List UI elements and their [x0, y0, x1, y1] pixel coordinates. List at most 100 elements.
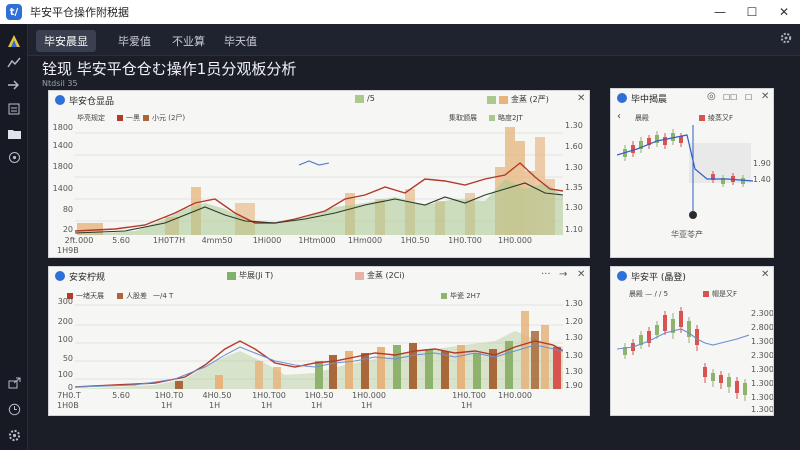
folder-icon[interactable] — [4, 124, 24, 142]
panel-close-icon[interactable]: ✕ — [577, 269, 586, 280]
x-tick-label: 2ft.000 — [64, 236, 94, 245]
panel-badge-icon — [617, 271, 627, 281]
y-right-tick-label: 2.800 — [751, 323, 774, 332]
y-tick-label: 1800 — [52, 123, 73, 132]
series-label: 一绪天展 — [67, 291, 104, 301]
price-chart-panel: 毕安仓显品 /5 金蒸 (2严) ✕ 毕亮规定 一黑 小元 (2尸) 集取颁展 … — [48, 90, 590, 258]
export-icon[interactable] — [4, 76, 24, 94]
y-tick-label: 100 — [57, 370, 73, 379]
x-tick-label: 1H0.000 — [351, 391, 386, 400]
layout-icon[interactable]: ☐☐ — [723, 93, 738, 102]
legend-item[interactable]: 金蒸 (2严) — [487, 94, 549, 105]
x-tick-label: 1H0.T00 — [452, 391, 486, 400]
panel-header: 毕安仓显品 — [49, 91, 589, 109]
page-subtitle: Ntdsil 35 — [42, 79, 78, 88]
y-tick-label: 100 — [57, 335, 73, 344]
x-tick-label: 1H0.T00 — [448, 236, 482, 245]
y-right-tick-label: 1.30 — [565, 203, 583, 212]
x-tick-label: 7H0.T — [57, 391, 81, 400]
target-icon[interactable]: ◎ — [707, 91, 716, 102]
legend-item[interactable]: 绫蒸又F — [699, 113, 733, 123]
app-logo-icon: t/ — [6, 4, 22, 20]
volume-chart[interactable] — [75, 301, 563, 391]
panel-title: 毕中揭晨 — [631, 94, 668, 105]
y-right-tick-label: 1.90 — [565, 381, 583, 390]
window-icon[interactable]: ☐ — [745, 93, 753, 102]
detail-chart[interactable] — [617, 125, 753, 221]
trend-icon[interactable] — [4, 54, 24, 72]
settings-icon[interactable] — [4, 426, 24, 444]
window-title: 毕安平仓操作附税据 — [30, 6, 129, 19]
y-right-tick-label: 1.300 — [751, 337, 774, 346]
legend-item[interactable]: /5 — [355, 94, 375, 103]
x-sub-label: 1H — [209, 401, 221, 410]
more-options-icon[interactable]: ··· — [541, 269, 551, 280]
close-button[interactable]: ✕ — [778, 5, 790, 19]
y-right-tick-label: 1.10 — [565, 225, 583, 234]
x-tick-label: 1H0.50 — [400, 236, 430, 245]
y-right-tick-label: 1.300 — [751, 379, 774, 388]
legend-item[interactable]: 帽是又F — [703, 289, 737, 299]
gear-icon[interactable] — [780, 32, 792, 47]
volume-chart-panel: 安安柠规 毕展(Ji T) 金蒸 (2Ci) ··· → ✕ 一绪天展 人股差 … — [48, 266, 590, 416]
list-icon[interactable] — [4, 100, 24, 118]
left-icon-rail — [0, 24, 28, 450]
x-sub-label: 1H0B — [57, 401, 79, 410]
y-right-tick-label: 1.300 — [751, 393, 774, 402]
panel-title: 安安柠规 — [69, 272, 106, 283]
tab-bar: 毕安晨显 毕爱值 不业算 毕天值 — [28, 24, 800, 56]
panel-close-icon[interactable]: ✕ — [577, 93, 586, 104]
clock-icon[interactable] — [4, 400, 24, 418]
tab-calc[interactable]: 不业算 — [172, 35, 205, 48]
line-dark — [75, 182, 563, 234]
minimize-button[interactable]: — — [714, 5, 726, 19]
maximize-button[interactable]: ☐ — [746, 5, 758, 19]
line-blue — [617, 328, 749, 350]
legend-item[interactable]: 晨殿 — [635, 114, 649, 122]
y-tick-label: 1400 — [52, 141, 73, 150]
line-blue — [75, 344, 563, 388]
x-sub-label: 1H — [311, 401, 323, 410]
line-blue — [298, 160, 330, 166]
volume-bars — [175, 311, 561, 389]
expand-arrow-icon[interactable]: → — [559, 269, 568, 280]
panel-badge-icon — [55, 95, 65, 105]
x-tick-label: 4H0.50 — [202, 391, 232, 400]
y-tick-label: 0 — [67, 383, 73, 392]
network-icon[interactable] — [4, 148, 24, 166]
price-chart[interactable] — [75, 119, 563, 235]
series-label: 一黑 — [117, 113, 140, 123]
y-right-tick-label: 1.30 — [565, 333, 583, 342]
tab-value[interactable]: 毕爱值 — [118, 35, 151, 48]
series-label: 略度2JT — [489, 113, 523, 123]
legend-item[interactable]: 金蒸 (2Ci) — [355, 270, 405, 281]
share-icon[interactable] — [4, 374, 24, 392]
x-tick-label: 1H0T7H — [152, 236, 186, 245]
tab-daily[interactable]: 毕天值 — [224, 35, 257, 48]
panel-close-icon[interactable]: ✕ — [761, 91, 770, 102]
panel-title: 毕安平 (晶登) — [631, 272, 686, 283]
y-tick-label: 300 — [57, 297, 73, 306]
panel-close-icon[interactable]: ✕ — [761, 269, 770, 280]
candlestick-chart[interactable] — [617, 303, 749, 413]
candles — [623, 307, 747, 401]
series-label: 毕瓷 2H7 — [441, 291, 480, 301]
x-tick-label: 1H0.T0 — [154, 391, 184, 400]
legend-item[interactable]: 毕展(Ji T) — [227, 270, 273, 281]
panel-title: 毕安仓显品 — [69, 96, 115, 107]
y-right-tick-label: 1.30 — [565, 121, 583, 130]
window-title-bar: t/ 毕安平仓操作附税据 — ☐ ✕ — [0, 0, 800, 24]
legend-item[interactable]: 晨殿 — / / 5 — [629, 290, 669, 298]
y-right-tick-label: 1.30 — [565, 299, 583, 308]
back-chevron-icon[interactable]: ‹ — [617, 111, 621, 122]
detail-chart-panel: 毕中揭晨 ◎ ☐☐ ☐ ✕ ‹ 晨殿 绫蒸又F 1.90 1.40 华亚苓产 — [610, 88, 774, 258]
line-red — [75, 162, 563, 232]
logo-icon[interactable] — [4, 32, 24, 50]
line-red — [75, 340, 563, 388]
y-right-tick-label: 1.300 — [751, 365, 774, 374]
series-label: 小元 (2尸) — [143, 113, 185, 123]
series-label: 毕亮规定 — [77, 114, 105, 122]
x-tick-label: 1Hm000 — [347, 236, 383, 245]
x-sub-label: 1H — [461, 401, 473, 410]
tab-overview[interactable]: 毕安晨显 — [36, 30, 96, 52]
